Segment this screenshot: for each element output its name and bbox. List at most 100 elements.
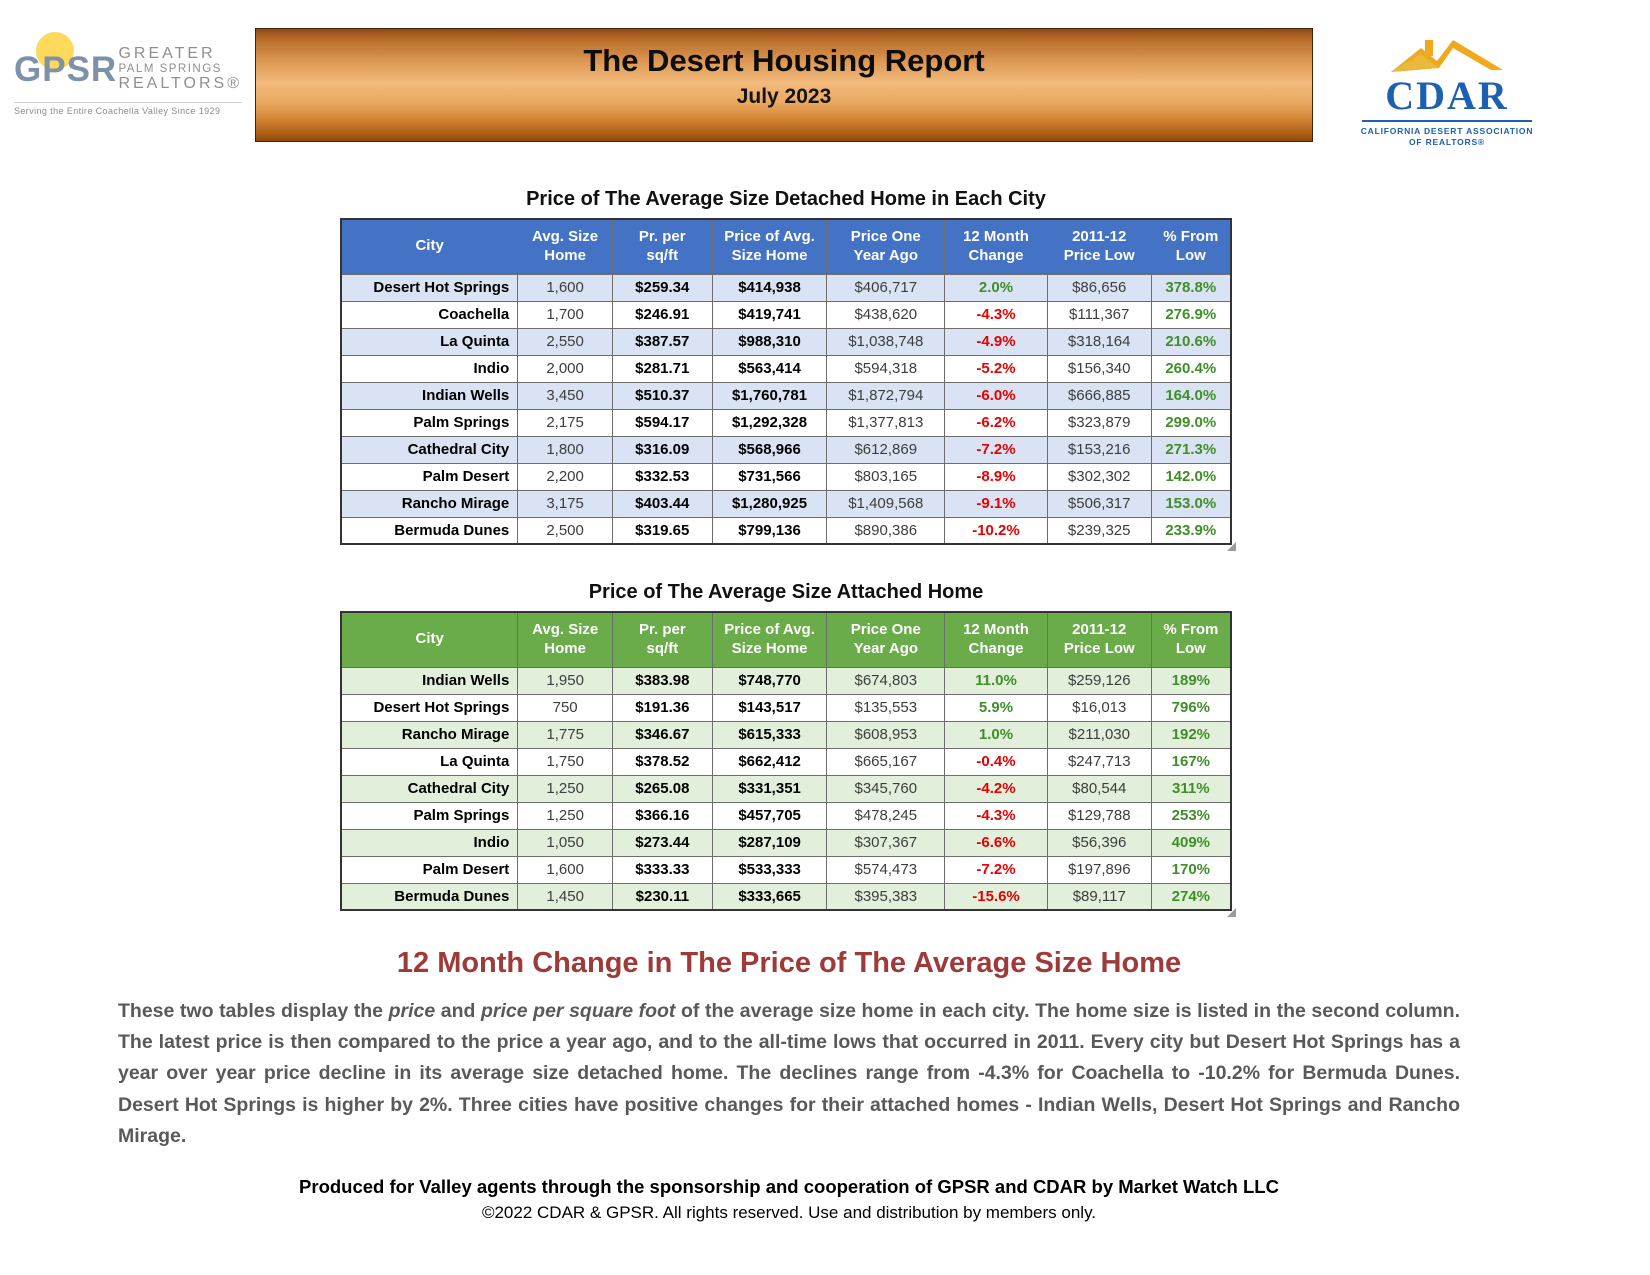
cell-ppsf: $594.17 xyxy=(611,408,713,437)
cell-year-ago: $665,167 xyxy=(826,747,946,776)
cell-price: $731,566 xyxy=(711,462,828,491)
cell-price: $331,351 xyxy=(711,774,828,803)
cell-from-low: 409% xyxy=(1150,828,1232,857)
table-row: Bermuda Dunes 1,450 $230.11 $333,665 $395,38… xyxy=(340,882,1232,911)
detached-table-body: Desert Hot Springs 1,600 $259.34 $414,938 $4… xyxy=(340,273,1232,545)
cell-price: $748,770 xyxy=(711,666,828,695)
cell-size: 1,750 xyxy=(517,747,613,776)
cell-price: $414,938 xyxy=(711,273,828,302)
cell-city: Indio xyxy=(340,828,519,857)
cell-change: 11.0% xyxy=(944,666,1048,695)
narrative-segment: of the average size home in each city. T… xyxy=(118,1000,1460,1147)
cell-change: 5.9% xyxy=(944,693,1048,722)
cell-city: Palm Desert xyxy=(340,462,519,491)
gpsr-word-greater: GREATER xyxy=(118,44,216,62)
gpsr-word-realtors: REALTORS® xyxy=(118,75,242,93)
cell-city: Palm Springs xyxy=(340,801,519,830)
cell-year-ago: $1,377,813 xyxy=(826,408,946,437)
table-row: Coachella 1,700 $246.91 $419,741 $438,620 -4.… xyxy=(340,300,1232,329)
cell-year-ago: $406,717 xyxy=(826,273,946,302)
cell-size: 1,250 xyxy=(517,774,613,803)
cell-price: $615,333 xyxy=(711,720,828,749)
cell-from-low: 796% xyxy=(1150,693,1232,722)
cell-price: $799,136 xyxy=(711,516,828,545)
col-price-per-sqft: Pr. per sq/ft xyxy=(611,611,713,668)
attached-header-row: City Avg. Size Home Pr. per sq/ft Price of… xyxy=(340,611,1232,668)
cell-low: $156,340 xyxy=(1046,354,1152,383)
report-title: The Desert Housing Report xyxy=(583,43,985,78)
cell-low: $111,367 xyxy=(1046,300,1152,329)
cell-year-ago: $1,409,568 xyxy=(826,489,946,518)
cell-price: $419,741 xyxy=(711,300,828,329)
attached-table-title: Price of The Average Size Attached Home xyxy=(588,581,984,603)
cell-ppsf: $316.09 xyxy=(611,435,713,464)
cell-size: 1,700 xyxy=(517,300,613,329)
narrative-segment: and xyxy=(435,1000,481,1022)
corner-mark-icon xyxy=(1227,908,1236,917)
cell-change: -4.9% xyxy=(944,327,1048,356)
corner-mark-icon xyxy=(1227,542,1236,551)
cell-change: -6.6% xyxy=(944,828,1048,857)
cell-from-low: 153.0% xyxy=(1150,489,1232,518)
table-row: La Quinta 2,550 $387.57 $988,310 $1,038,748-… xyxy=(340,327,1232,356)
col-price-of-avg-size-home: Price of Avg. Size Home xyxy=(711,611,828,668)
col-12-month-change: 12 Month Change xyxy=(944,218,1048,275)
col-avg-size-home: Avg. Size Home xyxy=(517,218,613,275)
narrative-segment: These two tables display the xyxy=(118,1000,389,1022)
narrative-italic-price-per-sqft: price per square foot xyxy=(481,1000,676,1022)
col-2011-12-price-low: 2011-12 Price Low xyxy=(1046,218,1152,275)
detached-table-wrap: City Avg. Size Home Pr. per sq/ft Price of… xyxy=(340,218,1236,551)
cell-from-low: 260.4% xyxy=(1150,354,1232,383)
cell-low: $323,879 xyxy=(1046,408,1152,437)
col-price-one-year-ago: Price One Year Ago xyxy=(826,218,946,275)
col-pct-from-low: % From Low xyxy=(1150,218,1232,275)
cell-from-low: 142.0% xyxy=(1150,462,1232,491)
table-row: Cathedral City 1,800 $316.09 $568,966 $612,8… xyxy=(340,435,1232,464)
cell-price: $1,292,328 xyxy=(711,408,828,437)
cell-size: 1,450 xyxy=(517,882,613,911)
cell-ppsf: $387.57 xyxy=(611,327,713,356)
cell-price: $988,310 xyxy=(711,327,828,356)
table-row: Palm Desert 2,200 $332.53 $731,566 $803,165-… xyxy=(340,462,1232,491)
cell-price: $333,665 xyxy=(711,882,828,911)
cell-size: 1,600 xyxy=(517,273,613,302)
table-row: Bermuda Dunes 2,500 $319.65 $799,136 $890,38… xyxy=(340,516,1232,545)
cell-low: $86,656 xyxy=(1046,273,1152,302)
cell-ppsf: $366.16 xyxy=(611,801,713,830)
cell-change: 2.0% xyxy=(944,273,1048,302)
cell-change: -8.9% xyxy=(944,462,1048,491)
attached-table: City Avg. Size Home Pr. per sq/ft Price of… xyxy=(340,611,1232,911)
cell-change: -7.2% xyxy=(944,855,1048,884)
cell-price: $143,517 xyxy=(711,693,828,722)
cdar-subline-2: OF REALTORS® xyxy=(1409,137,1485,147)
cell-ppsf: $403.44 xyxy=(611,489,713,518)
table-row: Palm Desert 1,600 $333.33 $533,333 $574,473-… xyxy=(340,855,1232,884)
cell-change: 1.0% xyxy=(944,720,1048,749)
cell-from-low: 170% xyxy=(1150,855,1232,884)
cell-from-low: 253% xyxy=(1150,801,1232,830)
cell-size: 1,950 xyxy=(517,666,613,695)
cell-size: 2,500 xyxy=(517,516,613,545)
cell-year-ago: $478,245 xyxy=(826,801,946,830)
cell-low: $56,396 xyxy=(1046,828,1152,857)
masthead: GPSR GREATER PALM SPRINGS REALTORS® Serv… xyxy=(0,0,1650,158)
detached-header-row: City Avg. Size Home Pr. per sq/ft Price of… xyxy=(340,218,1232,275)
detached-table: City Avg. Size Home Pr. per sq/ft Price of… xyxy=(340,218,1232,545)
cell-change: -4.3% xyxy=(944,801,1048,830)
cell-year-ago: $438,620 xyxy=(826,300,946,329)
cell-change: -4.3% xyxy=(944,300,1048,329)
table-row: Desert Hot Springs 1,600 $259.34 $414,938 $4… xyxy=(340,273,1232,302)
cell-city: Bermuda Dunes xyxy=(340,882,519,911)
cell-low: $318,164 xyxy=(1046,327,1152,356)
col-city: City xyxy=(340,218,519,275)
cell-city: Cathedral City xyxy=(340,435,519,464)
col-price-per-sqft: Pr. per sq/ft xyxy=(611,218,713,275)
cell-ppsf: $346.67 xyxy=(611,720,713,749)
cell-size: 1,775 xyxy=(517,720,613,749)
cell-from-low: 167% xyxy=(1150,747,1232,776)
cell-ppsf: $265.08 xyxy=(611,774,713,803)
cell-ppsf: $510.37 xyxy=(611,381,713,410)
cell-city: Bermuda Dunes xyxy=(340,516,519,545)
cell-from-low: 299.0% xyxy=(1150,408,1232,437)
cell-change: -10.2% xyxy=(944,516,1048,545)
